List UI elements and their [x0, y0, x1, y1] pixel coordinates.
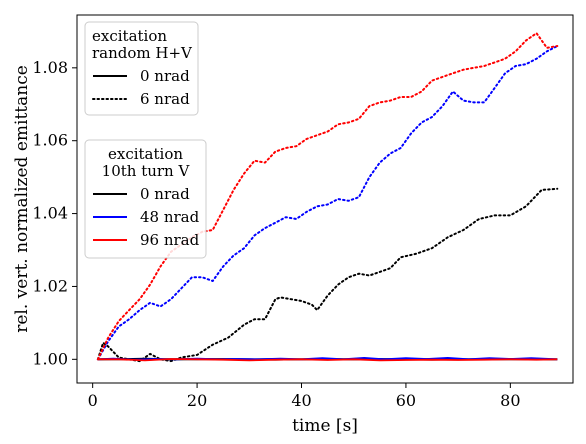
x-tick-label: 80: [500, 391, 520, 410]
y-tick-label: 1.08: [32, 58, 68, 77]
x-tick-label: 40: [291, 391, 311, 410]
legend-entry-label: 0 nrad: [140, 67, 190, 85]
legend-title-line: excitation: [92, 27, 167, 45]
plot-frame: [76, 14, 574, 384]
y-tick-label: 1.04: [32, 204, 68, 223]
y-axis-label: rel. vert. normalized emittance: [12, 65, 32, 333]
legend-entry-label: 0 nrad: [140, 185, 190, 203]
series-line-4: [96, 45, 559, 361]
legend-title-line: random H+V: [92, 44, 193, 62]
x-tick-label: 0: [88, 391, 98, 410]
y-tick-label: 1.00: [32, 349, 68, 368]
x-tick-label: 60: [396, 391, 416, 410]
legend-entry-label: 6 nrad: [140, 90, 190, 108]
series-line-2: [96, 187, 559, 363]
legend-entry-label: 96 nrad: [140, 231, 200, 249]
x-axis-label: time [s]: [292, 416, 358, 436]
y-tick-label: 1.06: [32, 131, 68, 150]
legend-box: [84, 21, 199, 116]
series-line-5: [97, 358, 558, 362]
y-tick-label: 1.02: [32, 276, 68, 295]
legend-title-line: excitation: [108, 145, 183, 163]
legend-box: [84, 139, 207, 259]
legend-title-line: 10th turn V: [102, 162, 191, 180]
x-tick-label: 20: [187, 391, 207, 410]
legend-entry-label: 48 nrad: [140, 208, 200, 226]
ticks-layer: 0 20 40 60 80 1.00 1.02 1.04 1.06 1.08: [32, 58, 520, 410]
